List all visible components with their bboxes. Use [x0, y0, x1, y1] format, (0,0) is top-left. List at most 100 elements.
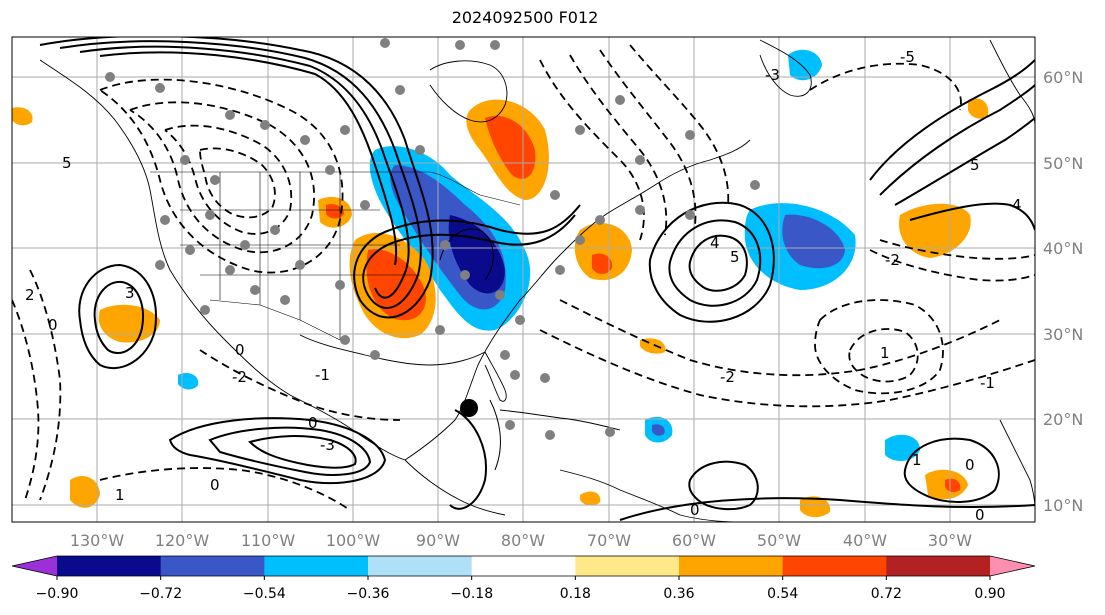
- contour-label: -3: [320, 436, 335, 454]
- dashed-contours: [12, 44, 1035, 511]
- colorbar-segment: [264, 556, 369, 576]
- positive-anomaly-south-america: [800, 496, 831, 518]
- colorbar-segment: [368, 556, 473, 576]
- longitude-label: 90°W: [416, 531, 460, 550]
- contour-label: -3: [765, 66, 780, 84]
- colorbar-segment: [886, 556, 991, 576]
- latitude-label: 30°N: [1043, 325, 1083, 344]
- colorbar-min-extension: [12, 556, 57, 576]
- gulf-of-mexico-coast: [299, 334, 486, 366]
- north-america-west-coast: [39, 59, 406, 461]
- colorbar-tick-label: −0.54: [243, 586, 286, 602]
- colorbar-segment: [679, 556, 784, 576]
- colorbar-max-extension: [990, 556, 1035, 576]
- positive-anomaly-pacific: [98, 304, 160, 343]
- solid-contours: [39, 37, 1035, 521]
- south-america-coast: [559, 469, 741, 522]
- contour-label: 0: [975, 506, 985, 524]
- colorbar-tick-label: 0.18: [560, 586, 591, 602]
- longitude-label: 60°W: [672, 531, 716, 550]
- positive-anomaly-rockies-core: [326, 204, 344, 219]
- negative-anomaly-caribbean-core: [652, 424, 665, 436]
- colorbar-tick-label: 0.54: [767, 586, 798, 602]
- greenland-coast: [759, 39, 812, 97]
- longitude-label: 40°W: [843, 531, 887, 550]
- positive-anomaly-pacific-nw: [12, 107, 33, 126]
- contour-label: 0: [308, 414, 318, 432]
- us-mexico-border: [209, 299, 341, 341]
- longitude-axis: 130°W 120°W 110°W 100°W 90°W 80°W 70°W 6…: [70, 531, 972, 550]
- positive-anomaly-core: [366, 249, 426, 321]
- contour-label: -5: [900, 48, 915, 66]
- contour-label: -2: [885, 251, 900, 269]
- latitude-label: 40°N: [1043, 239, 1083, 258]
- caribbean-islands: [499, 409, 621, 431]
- positive-anomaly-east-atlantic-south-core: [945, 478, 961, 493]
- storm-center-marker: [460, 399, 478, 417]
- latitude-label: 50°N: [1043, 154, 1083, 173]
- contour-label: 0: [210, 476, 220, 494]
- latitude-label: 10°N: [1043, 496, 1083, 515]
- contour-label: -2: [232, 368, 247, 386]
- contour-label: 0: [690, 501, 700, 519]
- colorbar-tick-label: −0.18: [450, 586, 493, 602]
- colorbar-segment: [57, 556, 162, 576]
- negative-anomaly-atlantic-core: [782, 214, 845, 269]
- florida-coast: [484, 351, 507, 402]
- colorbar-tick-label: −0.36: [347, 586, 390, 602]
- colorbar: −0.90 −0.72 −0.54 −0.36 −0.18 0.18 0.36 0.54 0.7…: [11, 555, 1036, 602]
- contour-label: 3: [125, 284, 135, 302]
- positive-anomaly-subtropical-atlantic: [580, 491, 601, 506]
- contour-label: 1: [115, 486, 125, 504]
- contour-label: 5: [730, 248, 740, 266]
- positive-anomaly-western-atlantic-core: [592, 253, 613, 274]
- contour-label: -1: [980, 374, 995, 392]
- colorbar-segment: [782, 556, 887, 576]
- colorbar-segment: [575, 556, 680, 576]
- contour-label: 2: [25, 286, 35, 304]
- map-title: 2024092500 F012: [451, 8, 599, 27]
- colorbar-tick-label: 0.36: [663, 586, 694, 602]
- contour-lines: [12, 37, 1035, 521]
- central-america-coast: [404, 459, 506, 516]
- colorbar-tick-label: 0.72: [871, 586, 902, 602]
- latitude-label: 60°N: [1043, 68, 1083, 87]
- latitude-label: 20°N: [1043, 410, 1083, 429]
- contour-label: 0: [235, 341, 245, 359]
- contour-label: 4: [710, 234, 720, 252]
- positive-anomaly-east-edge: [968, 98, 989, 119]
- contour-label: -1: [315, 366, 330, 384]
- colorbar-segment: [160, 556, 265, 576]
- map-frame: [11, 36, 1036, 523]
- longitude-label: 70°W: [587, 531, 631, 550]
- hudson-bay-coast: [429, 60, 508, 123]
- contour-label: 4: [1012, 196, 1022, 214]
- colorbar-tick-label: −0.72: [139, 586, 182, 602]
- europe-coast: [989, 39, 1035, 126]
- longitude-label: 80°W: [501, 531, 545, 550]
- colorbar-tick-label: 0.90: [974, 586, 1005, 602]
- longitude-label: 130°W: [70, 531, 125, 550]
- colorbar-segment: [471, 556, 576, 576]
- longitude-label: 110°W: [241, 531, 296, 550]
- colorbar-tick-label: −0.90: [36, 586, 79, 602]
- negative-anomaly-mexico-coast: [178, 373, 199, 390]
- positive-anomaly-mexico: [70, 475, 100, 508]
- contour-label: 0: [965, 456, 975, 474]
- canada-us-border: [150, 171, 521, 206]
- longitude-label: 120°W: [155, 531, 210, 550]
- station-dots: [105, 38, 760, 440]
- longitude-label: 100°W: [326, 531, 381, 550]
- africa-coast: [999, 419, 1035, 511]
- contour-label: -2: [720, 368, 735, 386]
- negative-anomaly-north-atlantic: [788, 49, 822, 81]
- contour-label: 0: [48, 316, 58, 334]
- gridlines: [12, 37, 1035, 522]
- longitude-label: 30°W: [928, 531, 972, 550]
- contour-label: 1: [880, 344, 890, 362]
- positive-anomaly-western-atlantic: [574, 222, 632, 281]
- contour-value-labels: 3 5 2 0 -3 4 5 -1 -1 -2 -2 1 1 1 0 0 0 0…: [25, 48, 1022, 524]
- contour-label: 5: [970, 156, 980, 174]
- contour-label: 5: [62, 154, 72, 172]
